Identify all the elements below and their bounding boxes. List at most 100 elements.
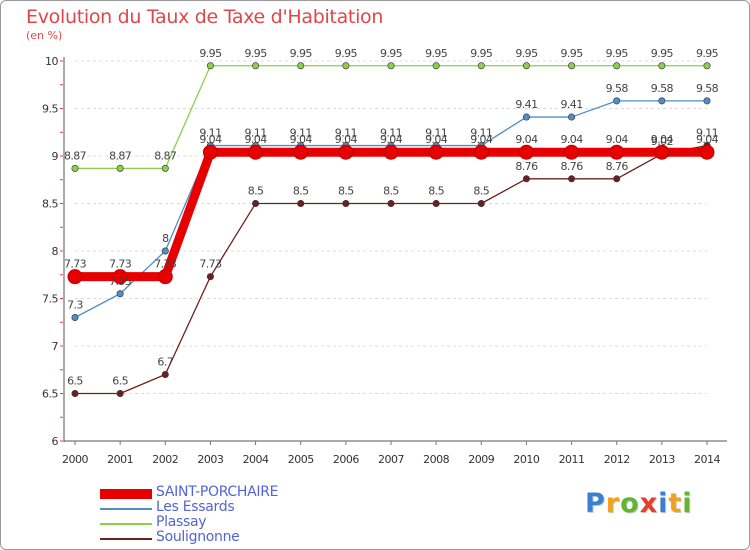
data-point [206, 273, 214, 281]
data-point [387, 200, 395, 208]
logo-letter: o [620, 488, 640, 519]
data-label: 7.55 [109, 275, 132, 288]
data-label: 9.95 [561, 47, 584, 60]
data-label: 9.95 [245, 47, 268, 60]
legend-swatch [100, 489, 152, 499]
x-tick-label: 2013 [649, 453, 675, 466]
data-point [161, 370, 169, 378]
data-point [654, 144, 670, 160]
data-label: 9.04 [561, 133, 584, 146]
data-point [477, 62, 485, 70]
data-label: 8.76 [515, 160, 538, 173]
data-label: 9.11 [245, 127, 267, 140]
data-label: 9.04 [470, 133, 493, 146]
data-point [116, 290, 124, 298]
data-label: 7.73 [154, 258, 177, 271]
data-point [428, 144, 444, 160]
data-label: 7.3 [67, 299, 83, 312]
data-point [297, 200, 305, 208]
x-tick-label: 2009 [468, 453, 494, 466]
x-tick-label: 2000 [62, 453, 88, 466]
data-point [477, 200, 485, 208]
legend-swatch [100, 538, 152, 540]
data-point [568, 175, 576, 183]
data-label: 9.11 [199, 127, 221, 140]
data-label: 9.41 [561, 98, 583, 111]
data-label: 9.95 [515, 47, 538, 60]
data-label: 9.04 [245, 133, 268, 146]
data-label: 9.95 [380, 47, 403, 60]
data-label: 9.04 [425, 133, 448, 146]
data-point [568, 62, 576, 70]
data-label: 7.73 [64, 258, 87, 271]
data-point [71, 313, 79, 321]
data-label: 9.11 [425, 127, 447, 140]
data-label: 9.95 [335, 47, 358, 60]
data-label: 9.11 [380, 127, 402, 140]
x-tick-label: 2002 [152, 453, 178, 466]
data-label: 9.04 [696, 133, 719, 146]
legend-label: SAINT-PORCHAIRE [156, 484, 279, 500]
data-point [252, 62, 260, 70]
data-point [202, 144, 218, 160]
data-label: 8.5 [428, 185, 444, 198]
data-label: 9.95 [199, 47, 222, 60]
data-point [387, 62, 395, 70]
data-point [522, 62, 530, 70]
data-label: 9.04 [651, 133, 674, 146]
data-point [338, 144, 354, 160]
data-label: 8.5 [293, 185, 309, 198]
x-tick-label: 2006 [333, 453, 359, 466]
data-label: 8.87 [109, 149, 132, 162]
data-point [383, 144, 399, 160]
data-label: 9.04 [199, 133, 222, 146]
y-tick-label: 8 [52, 245, 59, 258]
y-tick-label: 6 [52, 435, 59, 448]
data-label: 9.41 [515, 98, 537, 111]
data-label: 9.95 [606, 47, 629, 60]
data-point [609, 144, 625, 160]
data-label: 6.5 [67, 375, 83, 388]
legend-label: Soulignonne [156, 529, 240, 545]
data-point [116, 164, 124, 172]
logo-letter: x [639, 488, 659, 519]
data-point [568, 113, 576, 121]
data-point [473, 144, 489, 160]
data-label: 8.87 [154, 149, 177, 162]
data-point [522, 175, 530, 183]
data-label: 8 [162, 232, 169, 245]
data-point [613, 62, 621, 70]
data-label: 8.5 [473, 185, 489, 198]
data-point [297, 62, 305, 70]
legend-item: Soulignonne [100, 529, 360, 546]
data-point [293, 144, 309, 160]
logo-letter: i [658, 488, 669, 519]
data-label: 9.95 [651, 47, 674, 60]
x-tick-label: 2008 [423, 453, 449, 466]
y-tick-label: 9.5 [42, 103, 58, 116]
data-label: 8.87 [64, 149, 87, 162]
data-point [206, 62, 214, 70]
data-point [248, 144, 264, 160]
data-label: 9.11 [696, 127, 718, 140]
logo-letter: t [668, 488, 683, 519]
legend-item: SAINT-PORCHAIRE [100, 484, 360, 501]
data-label: 9.95 [290, 47, 313, 60]
data-label: 9.04 [606, 133, 629, 146]
data-label: 9.04 [290, 133, 313, 146]
data-point [252, 200, 260, 208]
data-point [112, 269, 128, 285]
y-tick-label: 10 [45, 55, 58, 68]
x-tick-label: 2011 [559, 453, 585, 466]
data-point [613, 97, 621, 105]
data-label: 9.95 [425, 47, 448, 60]
data-point [116, 389, 124, 397]
data-label: 9.58 [696, 82, 719, 95]
data-label: 8.5 [338, 185, 354, 198]
data-label: 6.5 [112, 375, 128, 388]
legend-label: Plassay [156, 514, 207, 530]
logo-letter: i [682, 488, 693, 519]
data-point [342, 200, 350, 208]
data-label: 9.02 [651, 135, 673, 148]
legend-label: Les Essards [156, 499, 235, 515]
